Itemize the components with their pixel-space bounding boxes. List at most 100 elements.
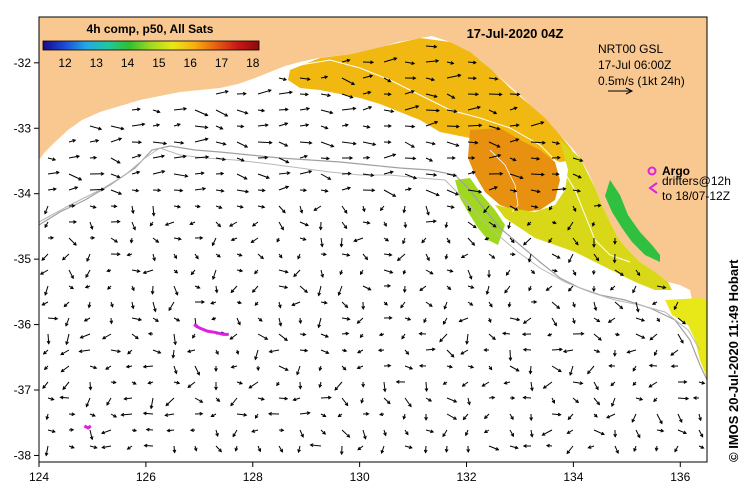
current-vector-head [462, 416, 467, 421]
current-vector-head [230, 289, 235, 294]
current-vector-head [527, 258, 532, 263]
current-vector-head [433, 173, 438, 177]
current-vector-arrow-icon [278, 91, 293, 95]
current-vector-arrow-icon [60, 396, 70, 399]
current-vector-arrow-icon [567, 429, 574, 434]
current-vector-head [471, 242, 476, 246]
current-vector-head [413, 175, 418, 180]
current-vector-head [101, 445, 106, 450]
current-vector-head [362, 208, 366, 213]
current-vector-head [278, 322, 283, 327]
current-vector-arrow-icon [572, 237, 579, 245]
current-vector-arrow-icon [68, 186, 78, 191]
current-vector-arrow-icon [341, 77, 355, 85]
current-vector-head [337, 413, 342, 418]
current-vector-head [211, 275, 216, 281]
current-vector-arrow-icon [47, 171, 59, 175]
current-vector-head [141, 122, 146, 127]
current-vector-head [204, 112, 209, 117]
current-vector-head [507, 225, 511, 230]
current-vector-arrow-icon [278, 77, 287, 81]
current-vector-head [161, 169, 166, 174]
current-vector-arrow-icon [467, 141, 478, 144]
current-vector-head [402, 415, 407, 420]
current-vector-head [523, 241, 527, 246]
current-vector-arrow-icon [194, 156, 209, 159]
current-vector-arrow-icon [635, 397, 643, 401]
current-vector-head [484, 236, 489, 241]
current-vector-head [244, 110, 249, 115]
current-vector-arrow-icon [229, 221, 238, 227]
current-vector-arrow-icon [320, 93, 331, 97]
current-vector-arrow-icon [543, 381, 553, 389]
current-vector-head [92, 205, 97, 209]
current-vector-head [556, 141, 561, 145]
current-vector-head [361, 383, 366, 388]
current-vector-arrow-icon [215, 221, 221, 227]
current-vector-arrow-icon [488, 109, 497, 114]
current-vector-arrow-icon [593, 317, 600, 322]
current-vector-head [632, 367, 637, 372]
x-tick-label: 130 [350, 470, 370, 484]
current-vector-head [377, 348, 382, 353]
current-vector-arrow-icon [593, 429, 605, 435]
current-vector-head [291, 302, 296, 307]
current-vector-arrow-icon [63, 301, 70, 307]
current-vector-head [575, 399, 580, 404]
current-vector-head [411, 144, 415, 148]
current-vector-arrow-icon [173, 108, 187, 111]
current-vector-head [131, 287, 135, 292]
current-vector-arrow-icon [143, 365, 154, 368]
current-vector-arrow-icon [649, 381, 658, 388]
current-vector-head [161, 154, 166, 159]
current-vector-arrow-icon [551, 253, 560, 259]
current-vector-arrow-icon [488, 154, 501, 159]
current-vector-head [196, 285, 201, 289]
current-vector-head [293, 273, 297, 278]
current-vector-head [662, 285, 667, 290]
current-vector-arrow-icon [40, 269, 49, 275]
current-vector-arrow-icon [299, 429, 304, 438]
current-vector-head [609, 286, 614, 291]
current-vector-head [196, 204, 201, 209]
current-vector-arrow-icon [530, 429, 533, 437]
current-vector-head [455, 124, 460, 129]
current-vector-head [641, 335, 646, 339]
current-vector-head [429, 270, 434, 275]
current-vector-head [395, 380, 400, 384]
current-vector-head [79, 335, 84, 339]
current-vector-head [408, 445, 413, 450]
current-vector-arrow-icon [236, 125, 244, 128]
current-scale-arrow-icon [608, 87, 634, 95]
current-vector-head [324, 334, 329, 338]
current-vector-head [41, 302, 46, 306]
current-vector-arrow-icon [530, 141, 545, 144]
current-vector-head [577, 188, 582, 193]
current-vector-arrow-icon [530, 381, 533, 391]
current-vector-head [308, 169, 313, 174]
current-vector-head [545, 443, 550, 448]
current-vector-head [222, 157, 227, 162]
current-vector-head [74, 186, 79, 190]
current-vector-head [165, 402, 170, 407]
current-vector-head [595, 386, 599, 391]
current-vector-head [286, 171, 291, 175]
current-vector-head [472, 76, 477, 81]
current-vector-head [466, 449, 471, 454]
current-vector-head [324, 125, 329, 130]
current-vector-arrow-icon [194, 397, 203, 403]
current-vector-head [326, 156, 331, 161]
current-vector-head [230, 237, 235, 242]
current-vector-arrow-icon [194, 138, 208, 143]
current-vector-head [184, 174, 189, 178]
current-vector-head [345, 331, 350, 336]
current-vector-head [378, 332, 383, 337]
current-vector-head [632, 382, 637, 386]
current-vector-head [126, 446, 131, 450]
current-vector-head [243, 412, 248, 417]
current-vector-head [367, 90, 372, 95]
current-vector-head [619, 305, 624, 310]
current-vector-arrow-icon [425, 45, 437, 48]
current-vector-arrow-icon [488, 125, 500, 130]
current-vector-head [415, 105, 420, 109]
